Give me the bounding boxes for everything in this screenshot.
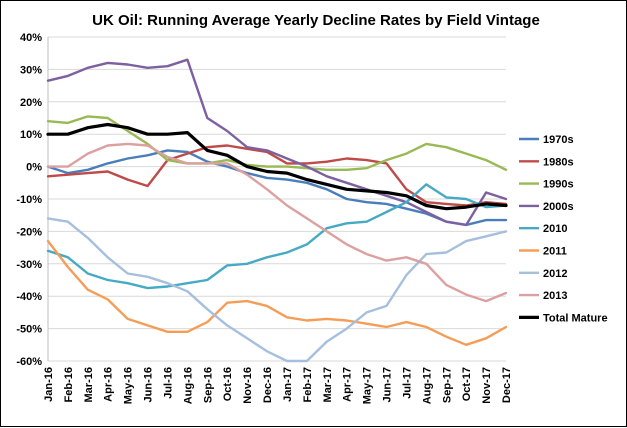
x-tick-label: Mar-16 bbox=[83, 367, 95, 402]
y-tick-label: -50% bbox=[16, 324, 42, 336]
x-tick-label: Oct-16 bbox=[222, 367, 234, 401]
series-line-total-mature bbox=[46, 122, 508, 211]
chart-title: UK Oil: Running Average Yearly Decline R… bbox=[92, 12, 540, 29]
x-tick-label: Aug-17 bbox=[421, 367, 433, 404]
legend-label: 1970s bbox=[543, 134, 574, 146]
y-tick-label: -40% bbox=[16, 291, 42, 303]
y-axis-tick-labels: 40% 30% 20% 10% 0% -10% -20% -30% -40% -50% -60% bbox=[16, 32, 42, 368]
x-tick-label: Dec-16 bbox=[262, 367, 274, 403]
legend-label: 2012 bbox=[543, 268, 567, 280]
x-tick-label: Nov-17 bbox=[481, 367, 493, 404]
x-tick-label: Jan-16 bbox=[43, 367, 55, 402]
series-line-2011 bbox=[46, 239, 508, 346]
x-tick-label: Jul-17 bbox=[401, 367, 413, 399]
y-tick-label: -30% bbox=[16, 259, 42, 271]
y-tick-label: 20% bbox=[20, 97, 42, 109]
y-tick-label: -60% bbox=[16, 356, 42, 368]
y-tick-label: -10% bbox=[16, 194, 42, 206]
series-line-1980s bbox=[46, 144, 508, 207]
legend: 1970s 1980s 1990s 2000s 2010 2011 2012 2013 Tota… bbox=[519, 134, 608, 324]
x-tick-label: Jun-16 bbox=[143, 367, 155, 402]
legend-label: 2013 bbox=[543, 290, 567, 302]
x-tick-label: Mar-17 bbox=[322, 367, 334, 402]
y-tick-label: -20% bbox=[16, 226, 42, 238]
x-tick-label: Feb-17 bbox=[302, 367, 314, 402]
x-tick-label: Jan-17 bbox=[282, 367, 294, 402]
x-tick-label: Apr-16 bbox=[103, 367, 115, 402]
x-tick-label: May-16 bbox=[123, 367, 135, 404]
legend-label: 1990s bbox=[543, 179, 574, 191]
x-tick-label: Aug-16 bbox=[182, 367, 194, 404]
series-line-2012 bbox=[46, 217, 508, 363]
x-tick-label: Jul-16 bbox=[162, 367, 174, 399]
x-tick-label: Nov-16 bbox=[242, 367, 254, 404]
y-tick-label: 30% bbox=[20, 64, 42, 76]
x-tick-label: Sep-16 bbox=[202, 367, 214, 403]
x-tick-label: Oct-17 bbox=[461, 367, 473, 401]
series-line-2013 bbox=[46, 142, 508, 303]
y-tick-label: 40% bbox=[20, 32, 42, 44]
x-tick-label: Jun-17 bbox=[382, 367, 394, 402]
legend-label: 1980s bbox=[543, 156, 574, 168]
series-lines bbox=[46, 58, 508, 363]
x-tick-label: Feb-16 bbox=[63, 367, 75, 402]
y-tick-label: 10% bbox=[20, 129, 42, 141]
x-tick-label: Dec-17 bbox=[501, 367, 513, 403]
legend-label: Total Mature bbox=[543, 312, 608, 324]
x-axis-tick-labels: Jan-16 Feb-16 Mar-16 Apr-16 May-16 Jun-16 Jul-… bbox=[43, 367, 513, 404]
legend-label: 2011 bbox=[543, 246, 567, 258]
y-tick-label: 0% bbox=[26, 162, 42, 174]
series-line-2000s bbox=[46, 58, 508, 227]
x-tick-label: Sep-17 bbox=[441, 367, 453, 403]
legend-label: 2010 bbox=[543, 223, 567, 235]
series-line-2010 bbox=[46, 183, 508, 290]
legend-label: 2000s bbox=[543, 201, 574, 213]
x-tick-label: May-17 bbox=[362, 367, 374, 404]
series-line-1970s bbox=[46, 149, 508, 227]
x-tick-label: Apr-17 bbox=[342, 367, 354, 402]
series-line-1990s bbox=[46, 115, 508, 172]
